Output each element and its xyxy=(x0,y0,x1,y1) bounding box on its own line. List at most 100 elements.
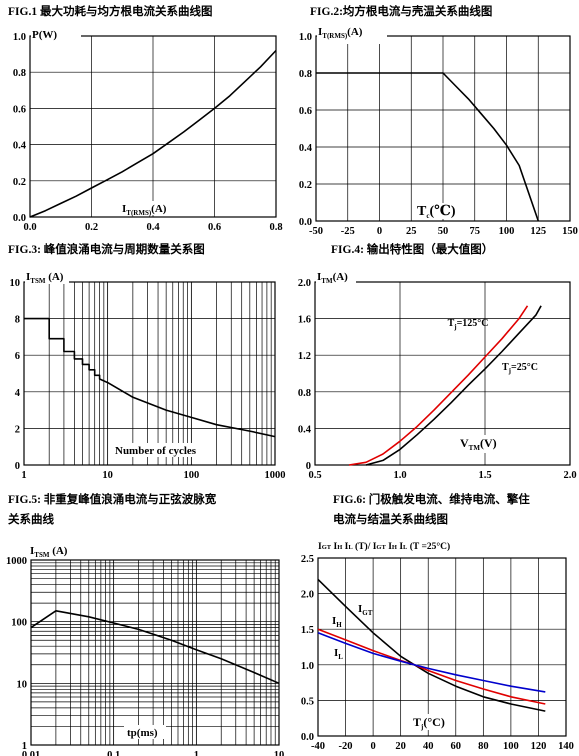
x-tick-label: 1.5 xyxy=(478,470,491,481)
x-tick-label: 0 xyxy=(370,741,375,752)
y-tick-label: 0.2 xyxy=(299,180,312,191)
y-tick-label: 1.2 xyxy=(298,351,311,362)
series-line-igt xyxy=(317,578,546,712)
y-tick-label: 0.8 xyxy=(299,69,312,80)
x-tick-label: 100 xyxy=(183,470,199,481)
y-axis-label: ITSM (A) xyxy=(26,271,64,285)
series-line-0 xyxy=(24,317,276,438)
x-tick-label: 0.8 xyxy=(269,222,282,233)
series-line-t-125-c xyxy=(348,305,529,466)
x-axis-label: Tj(°C) xyxy=(413,715,445,731)
y-tick-label: 0.6 xyxy=(13,104,26,115)
y-axis-label: IGT IH IL (T)/ IGT IH IL (T =25°C) xyxy=(318,541,450,552)
series-line-il xyxy=(317,632,546,693)
x-tick-label: 60 xyxy=(451,741,462,752)
fig4-panel: 0.5 1.0 1.5 2.0 0 0.4 0.8 1.2 1.6 2.0 FIG.4: 输出特性图… xyxy=(298,242,577,481)
label-bg xyxy=(112,443,204,457)
y-tick-label: 4 xyxy=(15,388,21,399)
label-bg xyxy=(25,268,69,284)
chart-title: FIG.2:均方根电流与壳温关系曲线图 xyxy=(310,4,492,18)
x-tick-label: 10 xyxy=(102,470,113,481)
label-bg xyxy=(456,435,494,453)
x-tick-label: 1.0 xyxy=(393,470,406,481)
x-axis-label: tp(ms) xyxy=(127,727,158,739)
y-axis-label: IT(RMS)(A) xyxy=(318,26,363,40)
x-tick-label: 0.4 xyxy=(146,222,160,233)
plot-frame xyxy=(315,35,571,222)
series-label-igt: IGT xyxy=(358,603,373,617)
chart-title: FIG.3: 峰值浪涌电流与周期数量关系图 xyxy=(8,242,205,256)
chart-title: FIG.4: 输出特性图（最大值图） xyxy=(331,242,493,256)
y-tick-label: 0.4 xyxy=(299,143,313,154)
label-bg xyxy=(120,201,182,215)
series-line-0 xyxy=(29,49,277,218)
x-axis-label: Number of cycles xyxy=(115,445,197,457)
y-tick-label: 0 xyxy=(306,461,311,472)
y-axis-label: P(W) xyxy=(32,29,57,41)
x-tick-label: 75 xyxy=(470,226,481,237)
y-tick-label: 0.0 xyxy=(13,213,26,224)
x-tick-label: -50 xyxy=(309,226,323,237)
x-tick-label: 100 xyxy=(499,226,515,237)
fig1-panel: 0.0 0.2 0.4 0.6 0.8 0.0 0.2 0.4 0.6 0.8 1.0 FIG.1 最… xyxy=(8,4,283,233)
x-tick-label: 100 xyxy=(503,741,519,752)
y-tick-label: 2 xyxy=(15,424,20,435)
x-tick-label: 0.01 xyxy=(22,750,40,756)
y-tick-label: 1000 xyxy=(6,556,27,567)
x-tick-label: 0.5 xyxy=(308,470,321,481)
y-tick-label: 0.2 xyxy=(13,177,26,188)
x-tick-label: 80 xyxy=(478,741,489,752)
chart-title-line2: 电流与结温关系曲线图 xyxy=(333,512,448,526)
x-tick-label: 125 xyxy=(530,226,546,237)
x-tick-label: 2.0 xyxy=(563,470,576,481)
label-bg xyxy=(31,26,81,44)
x-tick-label: 0 xyxy=(377,226,382,237)
series-label-ih: IH xyxy=(332,615,342,629)
series-annotation: Tj=125°C xyxy=(448,318,489,331)
fig3-panel: 1 10 100 1000 0 2 4 6 8 10 FIG.3: 峰值浪涌电流与周期数量关系图 IT… xyxy=(8,242,286,481)
y-tick-label: 1.0 xyxy=(13,32,26,43)
y-tick-label: 2.0 xyxy=(301,590,314,601)
label-bg xyxy=(124,725,166,739)
y-tick-label: 10 xyxy=(10,278,21,289)
x-tick-label: 1 xyxy=(21,470,26,481)
plot-frame xyxy=(23,281,276,466)
y-tick-label: 2.5 xyxy=(301,554,314,565)
chart-title: FIG.1 最大功耗与均方根电流关系曲线图 xyxy=(8,4,212,18)
series-label-il: IL xyxy=(334,647,343,661)
y-tick-label: 0.4 xyxy=(13,141,27,152)
x-tick-label: 10 xyxy=(274,750,285,756)
y-tick-label: 1.0 xyxy=(299,32,312,43)
label-bg xyxy=(316,268,356,284)
series-line-0 xyxy=(316,72,540,222)
chart-title: FIG.5: 非重复峰值浪涌电流与正弦波脉宽 xyxy=(8,492,217,506)
series-line-t-25-c xyxy=(365,305,542,466)
y-tick-label: 1.5 xyxy=(301,625,314,636)
y-axis-label: ITM(A) xyxy=(317,271,348,285)
y-tick-label: 0.0 xyxy=(301,732,314,743)
fig6-panel: -40 -20 0 20 40 60 80 100 120 140 0.0 0.5 1.0 1.5 2.0 2… xyxy=(301,492,574,752)
x-tick-label: 0.6 xyxy=(208,222,221,233)
y-tick-label: 10 xyxy=(17,679,28,690)
fig2-panel: -50 -25 0 25 50 75 100 125 150 0.0 0.2 0.4 0.6 0.8 1.0… xyxy=(299,4,578,237)
x-axis-label: VTM(V) xyxy=(460,436,497,452)
x-tick-label: 50 xyxy=(438,226,449,237)
x-axis-label: IT(RMS)(A) xyxy=(122,203,167,217)
x-tick-label: -25 xyxy=(341,226,355,237)
x-tick-label: 0.1 xyxy=(107,750,120,756)
x-tick-label: 0.2 xyxy=(85,222,98,233)
x-tick-label: 25 xyxy=(406,226,417,237)
x-tick-label: 0.0 xyxy=(23,222,36,233)
y-tick-label: 1.0 xyxy=(301,661,314,672)
x-tick-label: -40 xyxy=(311,741,325,752)
y-tick-label: 0.8 xyxy=(298,388,311,399)
x-tick-label: 150 xyxy=(562,226,578,237)
y-tick-label: 0.0 xyxy=(299,217,312,228)
x-tick-label: 1 xyxy=(194,750,199,756)
y-tick-label: 1 xyxy=(22,741,27,752)
y-tick-label: 100 xyxy=(11,618,27,629)
plot-frame xyxy=(30,559,280,746)
x-axis-label: Tc(℃) xyxy=(417,204,456,220)
y-axis-label: ITSM (A) xyxy=(30,545,68,559)
